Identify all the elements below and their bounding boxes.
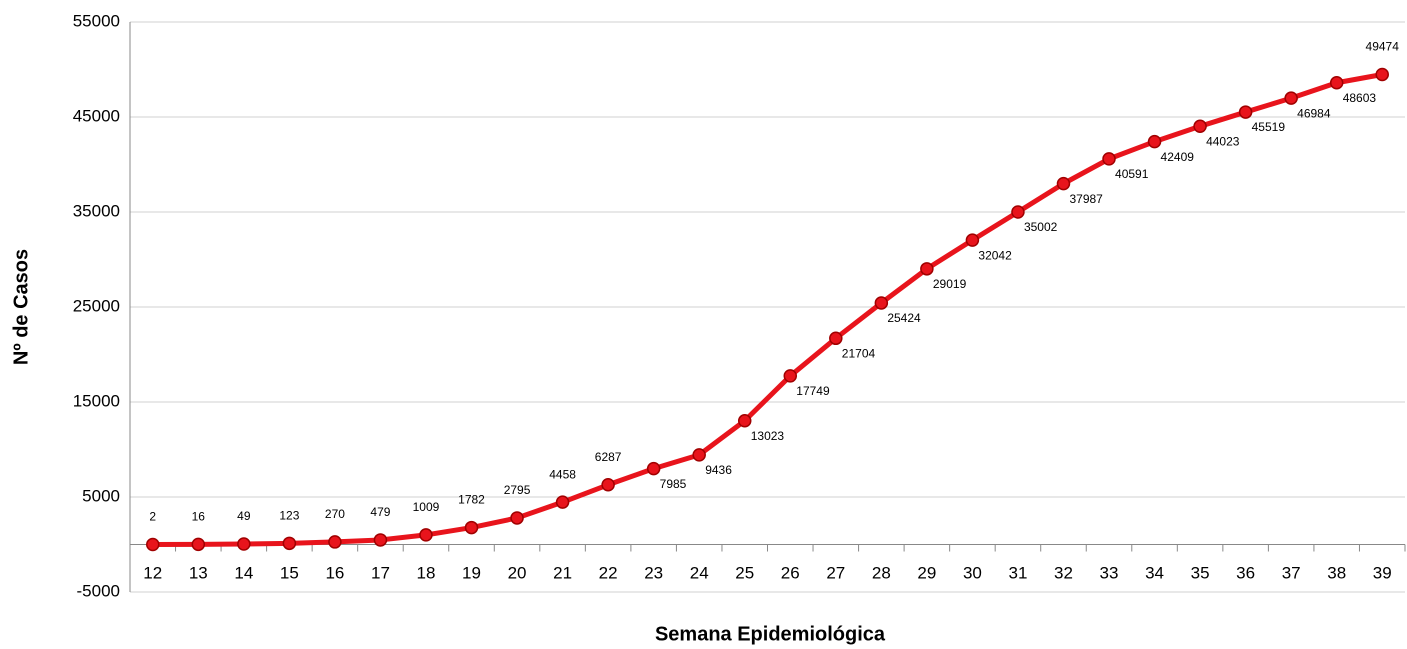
marker	[419, 528, 433, 542]
y-tick-label: 25000	[73, 296, 120, 315]
data-label: 2795	[504, 483, 531, 497]
marker	[1284, 91, 1298, 105]
x-tick-label: 18	[417, 563, 436, 582]
x-tick-label: 30	[963, 563, 982, 582]
y-tick-label: -5000	[77, 581, 120, 600]
x-tick-label: 16	[325, 563, 344, 582]
marker	[783, 369, 798, 383]
marker	[1011, 205, 1025, 219]
x-tick-label: 27	[826, 563, 845, 582]
marker	[874, 296, 889, 310]
x-tick-label: 32	[1054, 563, 1073, 582]
data-label: 35002	[1024, 220, 1058, 234]
data-label: 7985	[660, 477, 687, 491]
marker	[1147, 134, 1162, 149]
data-label: 270	[325, 507, 345, 521]
marker	[282, 536, 297, 551]
marker	[373, 533, 388, 547]
x-tick-label: 21	[553, 563, 572, 582]
data-label: 123	[279, 509, 299, 523]
marker	[829, 331, 843, 346]
marker	[464, 520, 479, 535]
marker	[1102, 152, 1116, 166]
marker	[1329, 76, 1344, 90]
data-label: 9436	[705, 463, 732, 477]
marker	[146, 537, 160, 552]
data-label: 1009	[413, 500, 440, 514]
data-label: 45519	[1252, 120, 1286, 134]
y-tick-label: 55000	[73, 11, 120, 30]
marker	[237, 537, 251, 551]
x-tick-label: 12	[143, 563, 162, 582]
marker	[965, 233, 980, 247]
data-label: 46984	[1297, 106, 1331, 120]
x-tick-label: 29	[917, 563, 936, 582]
x-axis-title: Semana Epidemiológica	[655, 623, 886, 645]
x-tick-label: 24	[690, 563, 709, 582]
data-label: 16	[192, 510, 206, 524]
data-label: 49	[237, 509, 251, 523]
data-label: 21704	[842, 346, 876, 360]
data-label: 2	[149, 510, 156, 524]
x-tick-label: 36	[1236, 563, 1255, 582]
marker	[601, 478, 615, 492]
data-label: 29019	[933, 277, 967, 291]
data-label: 479	[370, 505, 390, 519]
x-tick-label: 34	[1145, 563, 1164, 582]
data-label: 6287	[595, 450, 622, 464]
y-tick-label: 15000	[73, 391, 120, 410]
data-label: 37987	[1069, 192, 1103, 206]
line	[152, 72, 1383, 547]
y-tick-label: 45000	[73, 106, 120, 125]
data-label: 17749	[796, 384, 830, 398]
x-tick-label: 15	[280, 563, 299, 582]
marker	[1238, 105, 1253, 119]
y-axis-title: Nº de Casos	[10, 249, 32, 365]
x-tick-label: 20	[508, 563, 527, 582]
data-label: 4458	[549, 467, 576, 481]
marker	[737, 414, 752, 428]
x-tick-label: 35	[1191, 563, 1210, 582]
data-label: 40591	[1115, 167, 1149, 181]
marker	[1056, 176, 1071, 191]
x-tick-label: 28	[872, 563, 891, 582]
y-tick-label: 35000	[73, 201, 120, 220]
data-label: 42409	[1161, 150, 1195, 164]
x-tick-label: 39	[1373, 563, 1392, 582]
marker	[328, 535, 342, 549]
x-tick-label: 14	[234, 563, 253, 582]
marker	[1193, 119, 1207, 134]
x-tick-label: 31	[1008, 563, 1027, 582]
x-tick-label: 38	[1327, 563, 1346, 582]
x-tick-label: 13	[189, 563, 208, 582]
marker	[1375, 67, 1389, 82]
data-label: 1782	[458, 493, 485, 507]
x-tick-label: 23	[644, 563, 663, 582]
data-label: 48603	[1343, 91, 1377, 105]
marker	[920, 262, 934, 276]
marker	[510, 511, 524, 525]
data-label: 13023	[751, 429, 785, 443]
marker	[191, 537, 206, 552]
marker	[555, 495, 570, 509]
x-tick-label: 25	[735, 563, 754, 582]
x-tick-label: 37	[1282, 563, 1301, 582]
x-tick-label: 17	[371, 563, 390, 582]
data-label: 32042	[978, 248, 1012, 262]
y-tick-label: 5000	[82, 486, 120, 505]
x-tick-label: 22	[599, 563, 618, 582]
data-label: 49474	[1366, 40, 1400, 54]
data-label: 25424	[887, 311, 921, 325]
data-label: 44023	[1206, 134, 1240, 148]
x-tick-label: 19	[462, 563, 481, 582]
marker	[646, 461, 661, 476]
x-tick-label: 33	[1100, 563, 1119, 582]
x-tick-label: 26	[781, 563, 800, 582]
marker	[692, 448, 706, 462]
